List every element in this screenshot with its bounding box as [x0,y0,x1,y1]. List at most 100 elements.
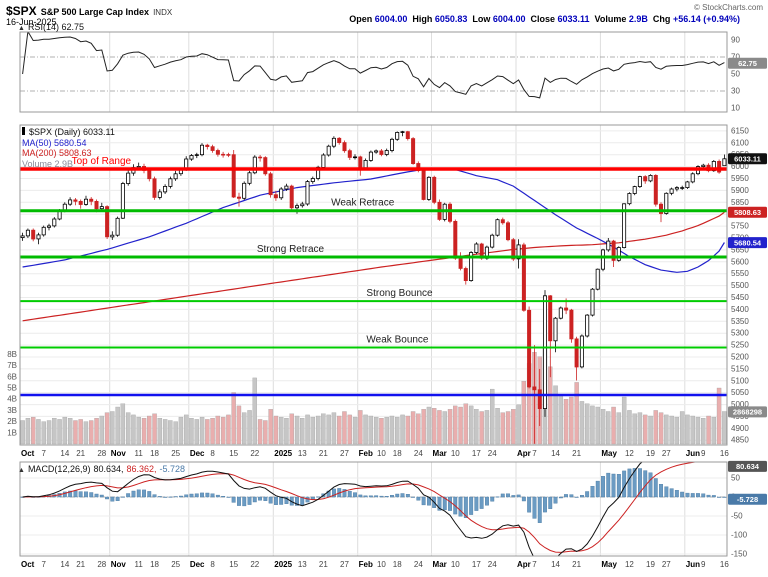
x-month-label: Dec [190,560,205,569]
x-day-label: 16 [720,449,729,458]
price-legend-volume: Volume 2.9B [22,158,74,169]
price-tick-label: 5650 [731,245,749,254]
symbol-row: $SPX S&P 500 Large Cap Index INDX [6,2,172,20]
x-day-label: 21 [319,560,328,569]
macd-tick-label: 50 [731,474,740,483]
x-day-label: 21 [319,449,328,458]
x-day-label: 8 [210,449,215,458]
price-tick-label: 5950 [731,174,749,183]
macd-tick-label: -150 [731,550,748,559]
annotations: Top of Range Weak Retrace Strong Retrace St… [20,156,727,397]
price-legend-symbol: $SPX (Daily) 6033.11 [29,127,115,137]
x-day-label: 25 [171,449,180,458]
x-day-label: 14 [551,449,560,458]
axis-badges: 6033.11 5808.63 5680.54 2868298 62.75 80.634 -… [728,57,767,505]
x-day-label: 25 [171,560,180,569]
rsi-axis: 90 70 50 30 10 [20,36,740,113]
x-month-label: Jun [686,560,700,569]
x-day-label: 17 [472,449,481,458]
x-day-label: 24 [414,560,423,569]
x-day-label: 18 [393,560,402,569]
volume-tick-label: 5B [7,384,17,393]
price-tick-label: 5200 [731,352,749,361]
x-day-label: 27 [340,449,349,458]
quote-open-label: Open [349,14,373,24]
price-tick-label: 5600 [731,257,749,266]
rsi-tick-label: 30 [731,87,740,96]
copyright: © StockCharts.com [693,3,763,12]
x-day-label: 14 [60,449,69,458]
x-day-label: 21 [572,449,581,458]
x-month-label: Nov [111,560,127,569]
x-day-label: 8 [210,560,215,569]
x-day-label: 24 [414,449,423,458]
rsi-legend: RSI(14) 62.75 [18,22,84,32]
x-day-label: 15 [229,449,238,458]
x-day-label: 10 [451,449,460,458]
quote-chg-label: Chg [652,14,671,24]
x-day-label: 10 [377,449,386,458]
x-month-label: Oct [21,560,35,569]
macd-signal-line [22,462,699,553]
macd-legend-label: MACD(12,26,9) [27,464,91,474]
quote-high-label: High [412,14,433,24]
axis-badge: 5680.54 [734,238,762,247]
quote-line: Open 6004.00 High 6050.83 Low 6004.00 Close… [349,14,745,24]
x-day-label: 27 [340,560,349,569]
volume-tick-label: 2B [7,417,17,426]
volume-tick-label: 4B [7,395,17,404]
macd-tick-label: -100 [731,531,748,540]
x-day-label: 7 [532,449,537,458]
x-day-label: 10 [377,560,386,569]
x-month-label: Jun [686,449,700,458]
x-day-label: 18 [150,560,159,569]
price-tick-label: 5000 [731,400,749,409]
x-month-label: Dec [190,449,205,458]
price-tick-label: 6150 [731,126,749,135]
symbol-name: S&P 500 Large Cap Index [40,7,150,17]
axis-badge: 5808.63 [734,208,761,217]
x-day-label: 12 [625,560,634,569]
volume-tick-label: 3B [7,406,17,415]
price-tick-label: 5850 [731,198,749,207]
price-tick-label: 5900 [731,186,749,195]
x-month-label: Feb [359,560,373,569]
x-day-label: 22 [250,560,259,569]
volume-tick-label: 1B [7,428,17,437]
exchange: INDX [153,8,173,17]
x-month-label: Apr [517,449,531,458]
candlestick-icon [22,127,25,135]
x-day-label: 14 [60,560,69,569]
x-day-label: 19 [646,449,655,458]
x-day-label: 7 [532,560,537,569]
x-day-label: 9 [701,560,706,569]
x-month-label: Apr [517,560,531,569]
x-day-label: 7 [42,560,47,569]
quote-close-value: 6033.11 [557,14,590,24]
x-month-label: Mar [433,449,447,458]
symbol: $SPX [6,4,37,18]
x-day-label: 22 [250,449,259,458]
quote-chg-value: +56.14 (+0.94%) [672,14,740,24]
price-tick-label: 5100 [731,376,749,385]
annotation-label: Weak Bounce [366,334,429,345]
volume-tick-label: 6B [7,372,17,381]
x-month-label: Nov [111,449,127,458]
price-tick-label: 5150 [731,364,749,373]
price-tick-label: 4900 [731,424,749,433]
x-day-label: 18 [393,449,402,458]
x-day-label: 21 [76,560,85,569]
axis-badge: -5.728 [737,495,758,504]
price-tick-label: 5250 [731,341,749,350]
x-month-label: Oct [21,449,35,458]
quote-high-value: 6050.83 [434,14,468,24]
x-month-label: May [601,560,617,569]
price-legend: $SPX (Daily) 6033.11 MA(50) 5680.54 MA(2… [22,127,115,169]
price-tick-label: 5550 [731,269,749,278]
axis-badge: 6033.11 [734,155,761,164]
x-day-label: 28 [97,449,106,458]
x-day-label: 24 [488,560,497,569]
macd-hist-value: -5.728 [159,464,186,474]
x-month-label: May [601,449,617,458]
